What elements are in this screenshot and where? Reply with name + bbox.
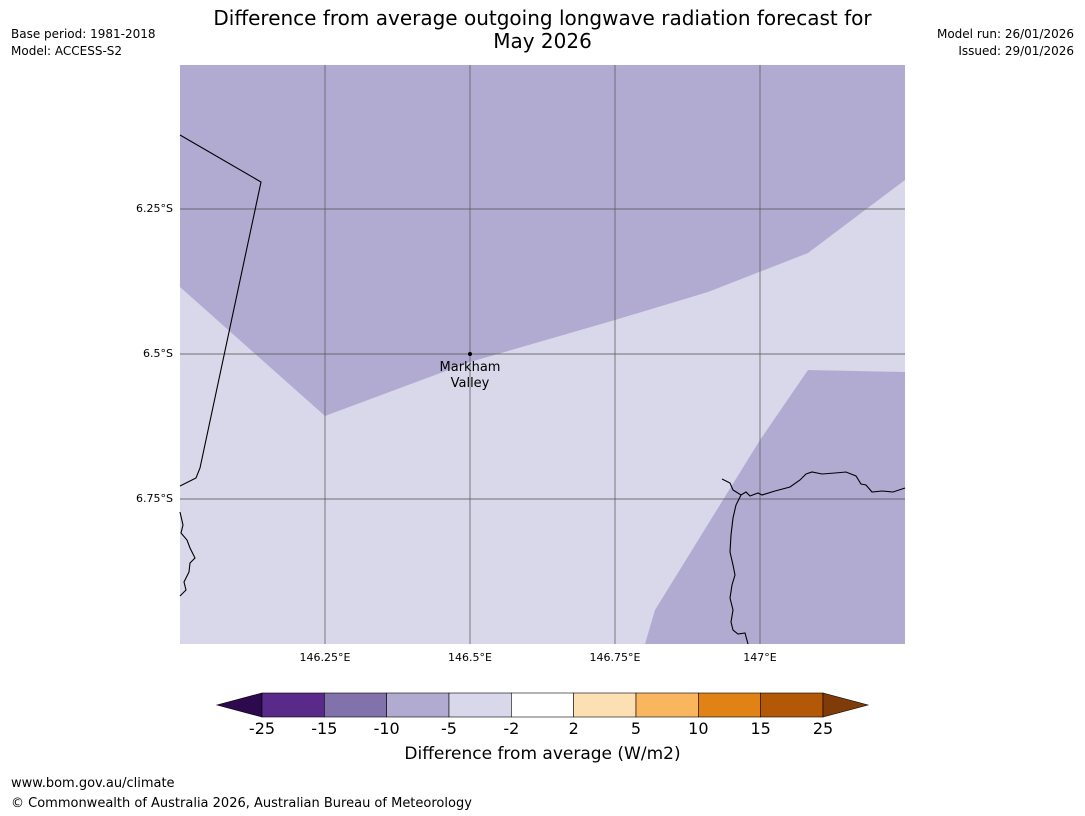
colorbar-segment: [448, 692, 512, 718]
lon-label-146-25: 146.25°E: [299, 651, 351, 664]
colorbar-segment: [511, 692, 574, 718]
colorbar-segment: [324, 692, 387, 718]
place-label-line-1: Markham: [439, 360, 501, 375]
page-title: Difference from average outgoing longwav…: [180, 7, 905, 53]
anomaly-region-southeast: [645, 370, 905, 644]
colorbar-segment: [760, 692, 824, 718]
colorbar-tick: 10: [688, 719, 709, 738]
anomaly-region-north: [180, 65, 905, 416]
border-line: [179, 134, 262, 487]
coastline-west: [179, 511, 196, 597]
gridlines: [180, 65, 905, 644]
coastline-east: [721, 471, 906, 497]
colorbar-segment: [573, 692, 637, 718]
meta-left: Base period: 1981-2018 Model: ACCESS-S2: [11, 26, 156, 60]
colorbar-tick: 5: [630, 719, 642, 738]
place-label-line-2: Valley: [450, 376, 490, 391]
colorbar: [215, 692, 870, 718]
colorbar-tick: -2: [503, 719, 520, 738]
model-run: Model run: 26/01/2026: [936, 27, 1074, 41]
place-label: Markham Valley: [420, 360, 520, 392]
footer-copyright: © Commonwealth of Australia 2026, Austra…: [11, 796, 472, 811]
colorbar-extend-high: [822, 692, 870, 718]
issued-date: Issued: 29/01/2026: [958, 44, 1074, 58]
lat-label-6-25: 6.25°S: [136, 202, 173, 215]
colorbar-tick: 2: [568, 719, 579, 738]
title-line-2: May 2026: [493, 29, 592, 53]
colorbar-tick: 15: [750, 719, 771, 738]
colorbar-segment: [386, 692, 450, 718]
colorbar-tick: -25: [248, 719, 276, 738]
base-period: Base period: 1981-2018: [11, 27, 156, 41]
colorbar-segment: [261, 692, 325, 718]
colorbar-tick: 25: [812, 719, 834, 738]
meta-right: Model run: 26/01/2026 Issued: 29/01/2026: [937, 26, 1074, 60]
coastlines: [179, 134, 906, 645]
title-line-1: Difference from average outgoing longwav…: [213, 6, 872, 30]
colorbar-tick: -5: [441, 719, 457, 738]
model-name: Model: ACCESS-S2: [11, 44, 123, 58]
location-marker: [468, 352, 472, 356]
lon-label-147: 147°E: [743, 651, 777, 664]
lat-label-6-75: 6.75°S: [136, 492, 173, 505]
colorbar-segment: [635, 692, 699, 718]
footer-url[interactable]: www.bom.gov.au/climate: [11, 776, 175, 791]
colorbar-extend-low: [215, 692, 263, 718]
colorbar-tick: -15: [311, 719, 338, 738]
lon-label-146-75: 146.75°E: [589, 651, 641, 664]
lat-label-6-5: 6.5°S: [143, 347, 173, 360]
colorbar-tick: -10: [373, 719, 400, 738]
lon-label-146-5: 146.5°E: [448, 651, 492, 664]
river-line: [729, 494, 749, 645]
colorbar-label: Difference from average (W/m2): [404, 744, 681, 764]
colorbar-segment: [698, 692, 761, 718]
